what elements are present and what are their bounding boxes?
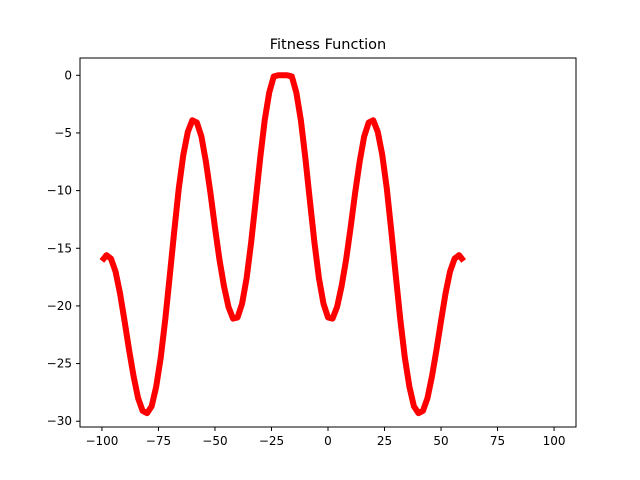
x-tick-label: 100 [543,434,566,448]
x-tick-label: 0 [324,434,332,448]
x-tick-label: −50 [202,434,227,448]
y-tick-label: −30 [47,414,72,428]
y-tick-label: −10 [47,184,72,198]
y-tick-label: −20 [47,299,72,313]
chart-title: Fitness Function [270,37,387,53]
y-tick-label: −25 [47,357,72,371]
y-tick-label: −5 [54,126,72,140]
plot-layer [99,72,467,417]
x-tick-label: −75 [146,434,171,448]
x-tick-label: 75 [490,434,505,448]
x-tick-label: −100 [85,434,118,448]
series-line-0 [99,72,467,417]
y-tick-label: −15 [47,241,72,255]
x-axis: −100 −75 −50 −25 0 25 50 75 100 [85,427,566,448]
x-tick-label: 50 [433,434,448,448]
y-axis: 0 −5 −10 −15 −20 −25 −30 [47,68,80,428]
x-tick-label: 25 [377,434,392,448]
x-tick-label: −25 [259,434,284,448]
y-tick-label: 0 [64,68,72,82]
